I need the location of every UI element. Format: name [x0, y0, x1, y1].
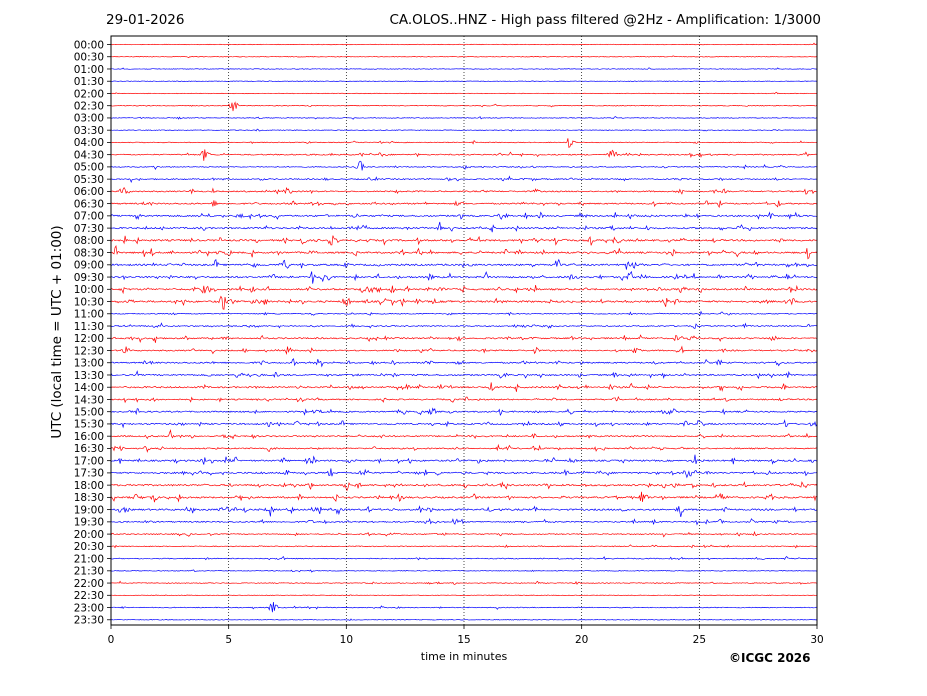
y-tick-label: 10:30: [74, 296, 104, 308]
copyright-label: ©ICGC 2026: [729, 651, 811, 665]
y-tick-label: 07:00: [74, 211, 104, 223]
y-tick-label: 03:30: [74, 125, 104, 137]
y-tick-label: 18:00: [74, 480, 104, 492]
trace-0600: [110, 187, 818, 195]
trace-1330: [110, 370, 818, 380]
y-tick-label: 06:30: [74, 198, 104, 210]
y-tick-label: 14:30: [74, 394, 104, 406]
x-tick-layer: 0 5 10 15 20 25 30: [108, 625, 824, 646]
y-tick-label: 04:00: [74, 137, 104, 149]
trace-1100: [110, 310, 818, 317]
y-tick-label: 09:00: [74, 260, 104, 272]
y-tick-label: 05:00: [74, 162, 104, 174]
trace-1600: [110, 428, 818, 440]
y-tick-label: 22:30: [74, 590, 104, 602]
trace-2330: [110, 618, 818, 621]
y-tick-label: 08:30: [74, 247, 104, 259]
x-tick-label: 0: [108, 634, 115, 646]
y-tick-label: 06:00: [74, 186, 104, 198]
trace-1300: [110, 358, 818, 368]
y-tick-label: 21:00: [74, 553, 104, 565]
y-tick-label: 19:30: [74, 517, 104, 529]
y-tick-label: 12:30: [74, 345, 104, 357]
y-tick-label: 15:00: [74, 407, 104, 419]
x-tick-label: 5: [225, 634, 232, 646]
trace-0330: [110, 128, 818, 132]
y-tick-label: 08:00: [74, 235, 104, 247]
y-tick-label: 01:00: [74, 64, 104, 76]
trace-0230: [110, 101, 818, 112]
y-tick-label: 22:00: [74, 578, 104, 590]
y-tick-label: 17:00: [74, 455, 104, 467]
y-tick-label: 12:00: [74, 333, 104, 345]
x-tick-label: 20: [575, 634, 588, 646]
trace-1030: [110, 295, 818, 310]
trace-1800: [110, 481, 818, 492]
y-tick-label: 18:30: [74, 492, 104, 504]
y-tick-label: 05:30: [74, 174, 104, 186]
trace-0700: [110, 211, 818, 221]
y-tick-label: 14:00: [74, 382, 104, 394]
x-tick-label: 25: [693, 634, 706, 646]
y-tick-label: 04:30: [74, 149, 104, 161]
trace-0530: [110, 175, 818, 184]
trace-0000: [110, 42, 818, 46]
x-tick-label: 30: [810, 634, 823, 646]
y-tick-label: 15:30: [74, 419, 104, 431]
trace-1200: [110, 334, 818, 344]
trace-0030: [110, 55, 818, 59]
trace-1730: [110, 468, 818, 479]
y-tick-label: 16:30: [74, 443, 104, 455]
trace-1700: [110, 454, 818, 465]
trace-2230: [110, 594, 818, 597]
x-tick-label: 15: [457, 634, 470, 646]
y-tick-label: 19:00: [74, 504, 104, 516]
y-tick-label: 11:00: [74, 309, 104, 321]
x-tick-label: 10: [340, 634, 353, 646]
y-tick-label: 00:30: [74, 52, 104, 64]
y-tick-label: 13:00: [74, 358, 104, 370]
date-label: 29-01-2026: [106, 12, 185, 28]
y-tick-label: 11:30: [74, 321, 104, 333]
chart-title: CA.OLOS..HNZ - High pass filtered @2Hz -…: [389, 12, 821, 28]
y-tick-label: 16:00: [74, 431, 104, 443]
trace-1130: [110, 322, 818, 329]
trace-2300: [110, 602, 818, 613]
trace-1830: [110, 491, 818, 503]
y-tick-label: 00:00: [74, 39, 104, 51]
y-tick-layer: 00:0000:3001:0001:3002:0002:3003:0003:30…: [74, 39, 111, 627]
y-tick-label: 02:00: [74, 88, 104, 100]
y-tick-label: 17:30: [74, 468, 104, 480]
x-axis-label: time in minutes: [420, 650, 508, 663]
y-tick-label: 20:30: [74, 541, 104, 553]
y-tick-label: 20:00: [74, 529, 104, 541]
y-tick-label: 23:30: [74, 615, 104, 627]
y-tick-label: 23:00: [74, 602, 104, 614]
y-tick-label: 03:00: [74, 113, 104, 125]
trace-0630: [110, 200, 818, 209]
y-tick-label: 02:30: [74, 101, 104, 113]
y-tick-label: 21:30: [74, 566, 104, 578]
y-tick-label: 07:30: [74, 223, 104, 235]
trace-0730: [110, 221, 818, 233]
grid-layer: [228, 36, 700, 625]
trace-0400: [110, 138, 818, 149]
trace-1930: [110, 517, 818, 526]
trace-1230: [110, 345, 818, 355]
y-tick-label: 10:00: [74, 284, 104, 296]
y-tick-label: 01:30: [74, 76, 104, 88]
trace-0430: [110, 149, 818, 161]
trace-1630: [110, 443, 818, 453]
y-tick-label: 13:30: [74, 370, 104, 382]
y-tick-label: 09:30: [74, 272, 104, 284]
